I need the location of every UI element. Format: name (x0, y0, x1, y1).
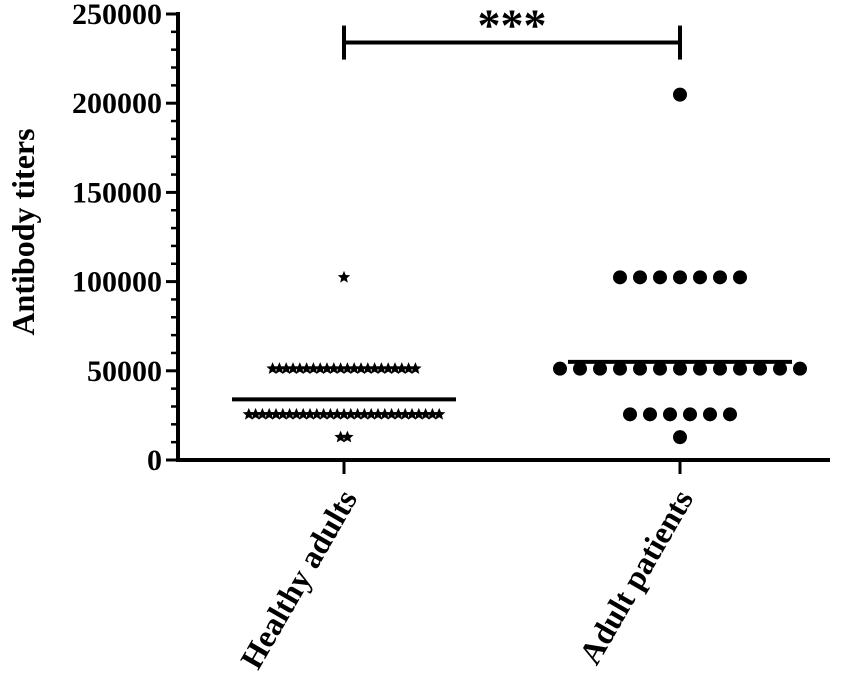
data-points: *** (232, 0, 807, 445)
data-point-circle (613, 361, 627, 376)
data-point-star (426, 407, 439, 420)
data-point-star (365, 407, 378, 420)
data-point-star (344, 407, 357, 420)
data-point-star (317, 407, 330, 420)
data-point-circle (653, 361, 667, 376)
data-point-star (341, 362, 354, 374)
data-point-star (385, 407, 398, 420)
data-point-circle (673, 270, 687, 285)
data-point-star (276, 407, 289, 420)
data-point-star (378, 407, 391, 420)
y-tick-label: 0 (147, 444, 162, 477)
data-point-circle (633, 361, 647, 376)
data-point-star (249, 407, 262, 420)
data-point-star (324, 407, 337, 420)
data-point-star (300, 362, 313, 374)
x-tick-label: Healthy adults (233, 484, 364, 674)
data-point-star (405, 407, 419, 420)
data-point-star (402, 362, 415, 374)
axes (166, 12, 830, 474)
data-point-star (327, 362, 340, 374)
data-point-circle (693, 270, 707, 285)
y-tick-label: 100000 (72, 266, 162, 299)
data-point-star (331, 407, 344, 420)
data-point-star (392, 407, 405, 420)
data-point-star (297, 407, 310, 420)
data-point-circle (713, 361, 727, 376)
axis-labels: 0 50000 100000 150000 200000 250000 Healthy ad… (72, 0, 700, 674)
data-point-star (303, 407, 317, 420)
data-point-circle (793, 361, 807, 376)
data-point-star (334, 430, 347, 443)
data-point-circle (573, 361, 587, 376)
significance-label: *** (478, 0, 547, 51)
data-point-star (399, 407, 412, 420)
data-point-star (283, 407, 296, 420)
data-point-star (388, 362, 402, 374)
data-point-star (409, 362, 422, 374)
data-point-star (371, 407, 385, 420)
data-point-circle (653, 270, 667, 285)
data-point-star (286, 362, 300, 374)
data-point-star (412, 407, 425, 420)
data-point-circle (733, 361, 747, 376)
data-point-star (273, 362, 286, 374)
data-point-star (290, 407, 303, 420)
data-point-circle (703, 407, 717, 422)
data-point-star (361, 362, 374, 374)
data-point-circle (623, 407, 637, 422)
data-point-star (368, 362, 381, 374)
data-point-star (280, 362, 293, 374)
data-point-circle (713, 270, 727, 285)
data-point-circle (673, 87, 687, 102)
data-point-star (320, 362, 334, 374)
data-point-star (348, 362, 361, 374)
data-point-star (269, 407, 283, 420)
data-point-star (266, 362, 279, 374)
data-point-star (433, 407, 446, 420)
data-point-star (307, 362, 320, 374)
data-point-star (395, 362, 408, 374)
data-point-circle (643, 407, 657, 422)
data-point-star (310, 407, 323, 420)
data-point-star (382, 362, 395, 374)
data-point-circle (693, 361, 707, 376)
data-point-star (337, 407, 351, 420)
data-point-star (256, 407, 269, 420)
data-point-star (351, 407, 364, 420)
data-point-circle (673, 361, 687, 376)
data-point-circle (753, 361, 767, 376)
x-tick-label: Adult patients (572, 484, 701, 671)
data-point-circle (593, 361, 607, 376)
data-point-star (334, 362, 347, 374)
data-point-star (375, 362, 388, 374)
data-point-star (341, 430, 354, 443)
data-point-circle (663, 407, 677, 422)
data-point-star (337, 270, 351, 283)
data-point-star (419, 407, 432, 420)
y-tick-label: 50000 (87, 355, 162, 388)
y-tick-label: 250000 (72, 0, 162, 31)
data-point-circle (613, 270, 627, 285)
data-point-star (358, 407, 371, 420)
data-point-star (263, 407, 276, 420)
data-point-star (314, 362, 327, 374)
y-tick-label: 150000 (72, 176, 162, 209)
data-point-circle (683, 407, 697, 422)
data-point-circle (673, 430, 687, 445)
data-point-circle (633, 270, 647, 285)
data-point-circle (733, 270, 747, 285)
data-point-star (242, 407, 255, 420)
data-point-circle (723, 407, 737, 422)
y-tick-label: 200000 (72, 87, 162, 120)
y-axis-title: Antibody titers (5, 128, 41, 335)
data-point-circle (773, 361, 787, 376)
data-point-star (354, 362, 368, 374)
data-point-circle (553, 361, 567, 376)
data-point-star (293, 362, 306, 374)
